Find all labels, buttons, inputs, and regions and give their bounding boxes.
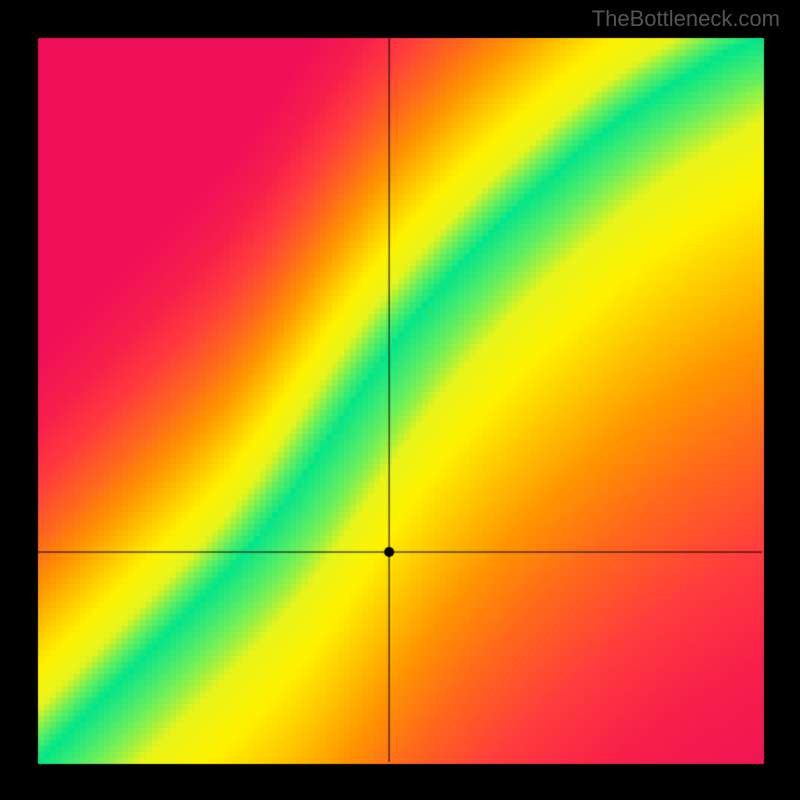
chart-container: TheBottleneck.com: [0, 0, 800, 800]
watermark-text: TheBottleneck.com: [592, 6, 780, 32]
bottleneck-heatmap: [0, 0, 800, 800]
